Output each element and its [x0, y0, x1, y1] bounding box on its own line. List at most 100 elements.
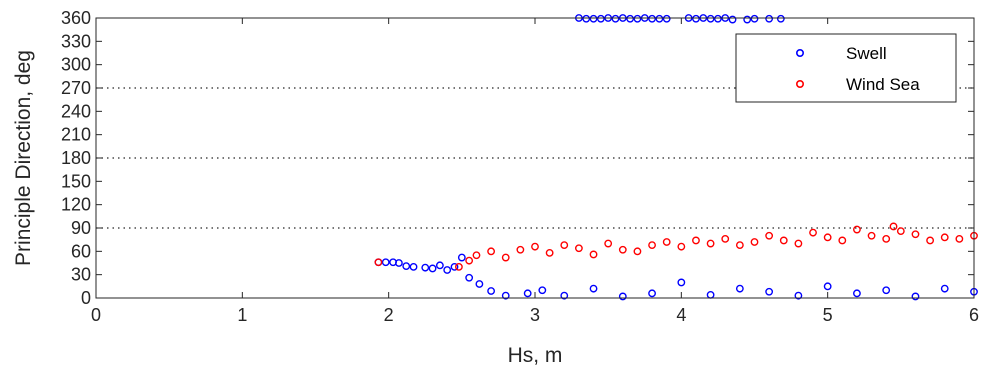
x-tick-label: 1: [237, 305, 247, 325]
data-point: [706, 14, 715, 23]
data-point: [450, 262, 459, 271]
data-point: [560, 241, 569, 250]
data-point: [618, 245, 627, 254]
y-axis-label: Principle Direction, deg: [12, 50, 35, 266]
data-point: [487, 247, 495, 256]
data-point: [743, 15, 752, 24]
data-point: [428, 264, 437, 273]
data-point: [794, 291, 803, 300]
legend: Swell Wind Sea: [735, 33, 957, 103]
data-point: [538, 286, 547, 295]
data-point: [611, 14, 620, 23]
x-axis: 0 1 2 3 4 5 6: [91, 18, 979, 325]
data-point: [955, 234, 964, 243]
data-point: [626, 14, 635, 23]
data-point: [487, 287, 495, 295]
data-point: [677, 242, 686, 251]
legend-label-wind-sea: Wind Sea: [846, 75, 920, 94]
data-point: [596, 14, 605, 23]
data-point: [457, 253, 466, 262]
data-point: [940, 284, 949, 293]
data-point: [911, 230, 920, 239]
y-tick-label: 360: [61, 8, 91, 28]
data-point: [735, 284, 744, 293]
data-point: [421, 263, 430, 272]
data-point: [395, 259, 403, 267]
data-point: [501, 253, 510, 262]
legend-box: [735, 33, 957, 103]
data-point: [823, 233, 832, 242]
data-point: [765, 287, 774, 296]
data-point: [662, 14, 671, 23]
y-tick-label: 90: [71, 218, 91, 238]
data-point: [648, 289, 656, 298]
data-point: [889, 222, 898, 231]
data-point: [465, 273, 474, 282]
y-tick-label: 240: [61, 101, 91, 121]
data-point: [779, 236, 788, 245]
data-point: [794, 239, 803, 248]
data-point: [809, 228, 817, 237]
data-point: [648, 241, 656, 250]
x-tick-label: 2: [384, 305, 394, 325]
legend-marker-swell: [795, 48, 804, 57]
data-point: [575, 244, 583, 253]
y-tick-label: 270: [61, 78, 91, 98]
data-point: [618, 292, 627, 301]
data-point: [765, 14, 774, 23]
data-point: [853, 289, 861, 298]
y-tick-label: 60: [71, 241, 91, 261]
y-tick-label: 330: [61, 31, 91, 51]
data-point: [523, 289, 532, 298]
data-point: [677, 278, 686, 287]
data-point: [465, 256, 474, 265]
data-point: [721, 234, 730, 243]
data-point: [589, 284, 598, 293]
y-tick-label: 180: [61, 148, 91, 168]
data-point: [882, 234, 891, 243]
data-point: [750, 14, 759, 23]
data-point: [706, 239, 715, 248]
data-point: [728, 15, 737, 24]
data-point: [633, 14, 642, 23]
data-point: [531, 242, 539, 251]
data-point: [838, 236, 847, 245]
data-point: [853, 225, 861, 234]
legend-marker-wind-sea: [795, 80, 804, 89]
data-point: [648, 14, 656, 23]
data-point: [374, 258, 383, 267]
data-point: [655, 14, 664, 23]
data-point: [911, 292, 920, 301]
data-point: [776, 14, 785, 23]
x-axis-label: Hs, m: [508, 344, 563, 367]
data-point: [455, 262, 463, 271]
data-point: [867, 231, 876, 240]
data-point: [589, 250, 598, 259]
data-point: [516, 245, 525, 254]
data-point: [402, 262, 411, 271]
x-tick-label: 3: [530, 305, 540, 325]
data-point: [472, 251, 481, 260]
data-point: [823, 282, 832, 291]
data-point: [882, 286, 891, 295]
data-point: [926, 236, 934, 245]
y-tick-label: 210: [61, 125, 91, 145]
data-point: [409, 262, 418, 271]
legend-label-swell: Swell: [846, 44, 887, 63]
x-tick-label: 6: [969, 305, 979, 325]
y-tick-label: 300: [61, 55, 91, 75]
data-point: [443, 266, 452, 274]
y-axis: 0 30 60 90 120 150 180 210 240 270 300 330 360: [61, 8, 974, 308]
data-point: [435, 261, 444, 270]
data-point: [662, 238, 671, 246]
data-point: [692, 236, 700, 245]
data-point: [714, 14, 722, 23]
x-tick-label: 4: [676, 305, 686, 325]
x-tick-label: 5: [823, 305, 833, 325]
data-point: [633, 247, 642, 256]
data-point: [896, 227, 905, 236]
data-point: [692, 14, 700, 23]
data-point: [545, 248, 554, 257]
x-tick-label: 0: [91, 305, 101, 325]
